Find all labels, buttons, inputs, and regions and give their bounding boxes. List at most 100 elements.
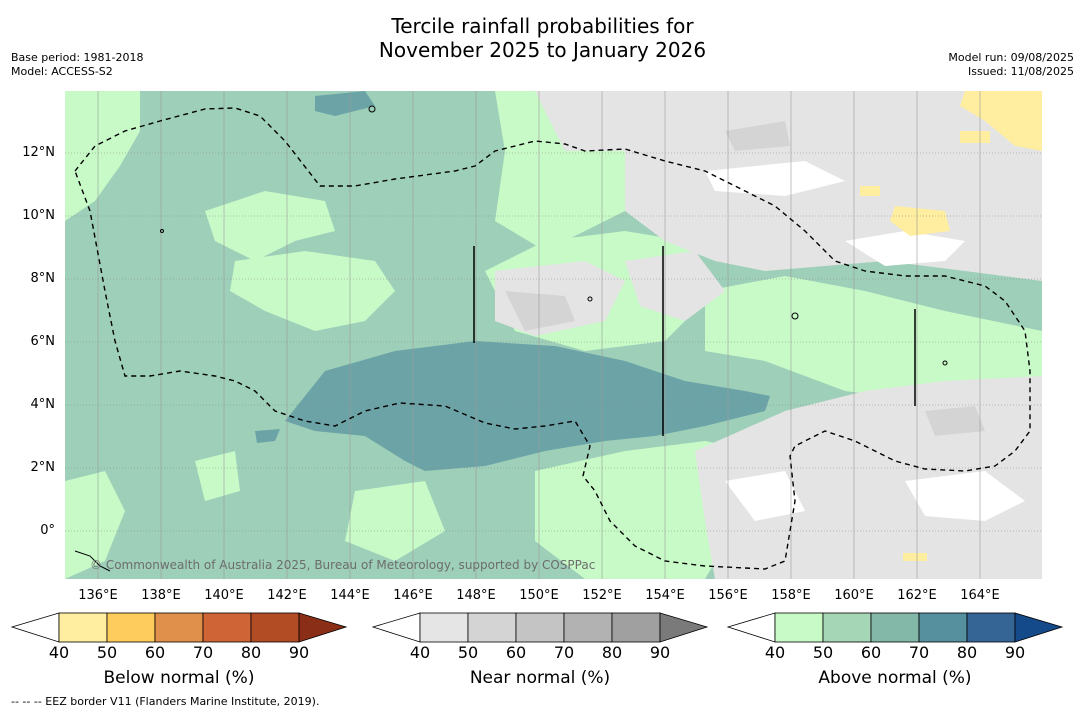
cb1-segment-3 <box>515 612 565 643</box>
cb2-arrow-left <box>726 612 776 643</box>
colorbars <box>10 612 1064 643</box>
lon-label-162e: 162°E <box>897 588 937 603</box>
cb2-tick-80: 80 <box>956 643 978 662</box>
region-green-dark-band <box>285 341 770 471</box>
solid-border-lines <box>473 246 916 436</box>
lon-label-152e: 152°E <box>582 588 622 603</box>
grid-lines-vertical <box>97 91 981 579</box>
footer-note: -- -- -- EEZ border V11 (Flanders Marine… <box>11 695 320 708</box>
meta-left: Base period: 1981-2018 Model: ACCESS-S2 <box>11 51 143 79</box>
cb1-title: Near normal (%) <box>469 668 611 688</box>
region-grey-mid-dark3 <box>725 121 790 151</box>
grid-lines <box>65 152 1042 532</box>
colorbar-below-normal <box>10 612 348 643</box>
cb1-tick-80: 80 <box>601 643 623 662</box>
lon-label-164e: 164°E <box>960 588 1000 603</box>
lon-label-148e: 148°E <box>456 588 496 603</box>
lon-label-150e: 150°E <box>519 588 559 603</box>
copyright-notice: © Commonwealth of Australia 2025, Bureau… <box>90 558 595 572</box>
cb1-tick-90: 90 <box>649 643 671 662</box>
lon-label-146e: 146°E <box>393 588 433 603</box>
cb2-segment-2 <box>822 612 872 643</box>
region-white-east2 <box>705 161 845 196</box>
colorbar-above-normal <box>726 612 1064 643</box>
region-yellow-east <box>890 206 950 236</box>
lon-label-160e: 160°E <box>834 588 874 603</box>
region-yellow-south <box>903 553 927 561</box>
region-yellow-northeast <box>960 91 1042 151</box>
title-line-2: November 2025 to January 2026 <box>378 38 707 62</box>
cb0-tick-60: 60 <box>144 643 166 662</box>
lat-label-8n: 8°N <box>30 271 56 286</box>
lon-label-158e: 158°E <box>771 588 811 603</box>
map-title: Tercile rainfall probabilities for Novem… <box>0 14 1085 62</box>
islands <box>74 105 948 572</box>
cb0-tick-80: 80 <box>240 643 262 662</box>
cb2-title: Above normal (%) <box>818 668 972 688</box>
title-line-1: Tercile rainfall probabilities for <box>391 14 694 38</box>
region-white-east <box>845 231 965 266</box>
cb0-arrow-left <box>10 612 60 643</box>
map-canvas: © Commonwealth of Australia 2025, Bureau… <box>65 91 1042 579</box>
issued-date: Issued: 11/08/2025 <box>967 65 1074 78</box>
lon-label-136e: 136°E <box>78 588 118 603</box>
region-white-southeast <box>905 471 1025 521</box>
cb0-tick-70: 70 <box>192 643 214 662</box>
cb1-tick-60: 60 <box>505 643 527 662</box>
lat-label-10n: 10°N <box>22 208 55 223</box>
region-green-light-southwest2 <box>195 451 240 501</box>
colorbar-near-normal <box>371 612 709 643</box>
cb1-segment-2 <box>467 612 517 643</box>
cb2-segment-4 <box>918 612 968 643</box>
cb0-tick-50: 50 <box>96 643 118 662</box>
cb0-segment-2 <box>106 612 156 643</box>
lat-label-12n: 12°N <box>22 145 55 160</box>
cb1-tick-70: 70 <box>553 643 575 662</box>
lon-label-154e: 154°E <box>645 588 685 603</box>
cb0-tick-40: 40 <box>48 643 70 662</box>
cb0-arrow-right <box>298 612 348 643</box>
region-green-light-southwest3 <box>345 481 445 561</box>
region-yellow-east2 <box>860 186 880 196</box>
lat-label-0: 0° <box>40 523 55 538</box>
region-white-south <box>725 471 805 521</box>
cb2-segment-1 <box>774 612 824 643</box>
lon-label-138e: 138°E <box>141 588 181 603</box>
lat-label-4n: 4°N <box>30 397 56 412</box>
cb2-tick-60: 60 <box>860 643 882 662</box>
cb0-title: Below normal (%) <box>103 668 255 688</box>
model-run: Model run: 09/08/2025 <box>948 51 1074 64</box>
cb2-tick-70: 70 <box>908 643 930 662</box>
region-yellow-east3 <box>960 131 990 143</box>
cb0-tick-90: 90 <box>288 643 310 662</box>
rainfall-map: © Commonwealth of Australia 2025, Bureau… <box>65 91 1042 579</box>
region-green-light-west <box>205 191 335 261</box>
cb2-arrow-right <box>1014 612 1064 643</box>
eez-palau <box>74 107 1031 570</box>
cb1-arrow-right <box>659 612 709 643</box>
cb0-segment-1 <box>58 612 108 643</box>
model-name: Model: ACCESS-S2 <box>11 65 113 78</box>
region-green-dark-small <box>255 429 280 443</box>
cb2-tick-40: 40 <box>764 643 786 662</box>
lat-label-6n: 6°N <box>30 334 56 349</box>
cb0-segment-4 <box>202 612 252 643</box>
cb2-tick-90: 90 <box>1004 643 1026 662</box>
cb1-tick-40: 40 <box>409 643 431 662</box>
region-green-light-northwest <box>65 91 140 221</box>
lat-label-2n: 2°N <box>30 460 56 475</box>
region-green-light-westmid <box>230 251 395 331</box>
cb1-segment-4 <box>563 612 613 643</box>
cb1-tick-50: 50 <box>457 643 479 662</box>
lon-label-156e: 156°E <box>708 588 748 603</box>
base-period: Base period: 1981-2018 <box>11 51 144 64</box>
eez-borders <box>74 107 1031 570</box>
region-green-light-southwest <box>65 471 125 579</box>
region-grey-mid-dark2 <box>925 406 985 436</box>
lon-label-144e: 144°E <box>330 588 370 603</box>
region-green-dark-north <box>315 91 375 116</box>
lon-label-142e: 142°E <box>267 588 307 603</box>
cb1-arrow-left <box>371 612 421 643</box>
region-grey-mid-dark <box>505 291 575 331</box>
cb2-tick-50: 50 <box>812 643 834 662</box>
